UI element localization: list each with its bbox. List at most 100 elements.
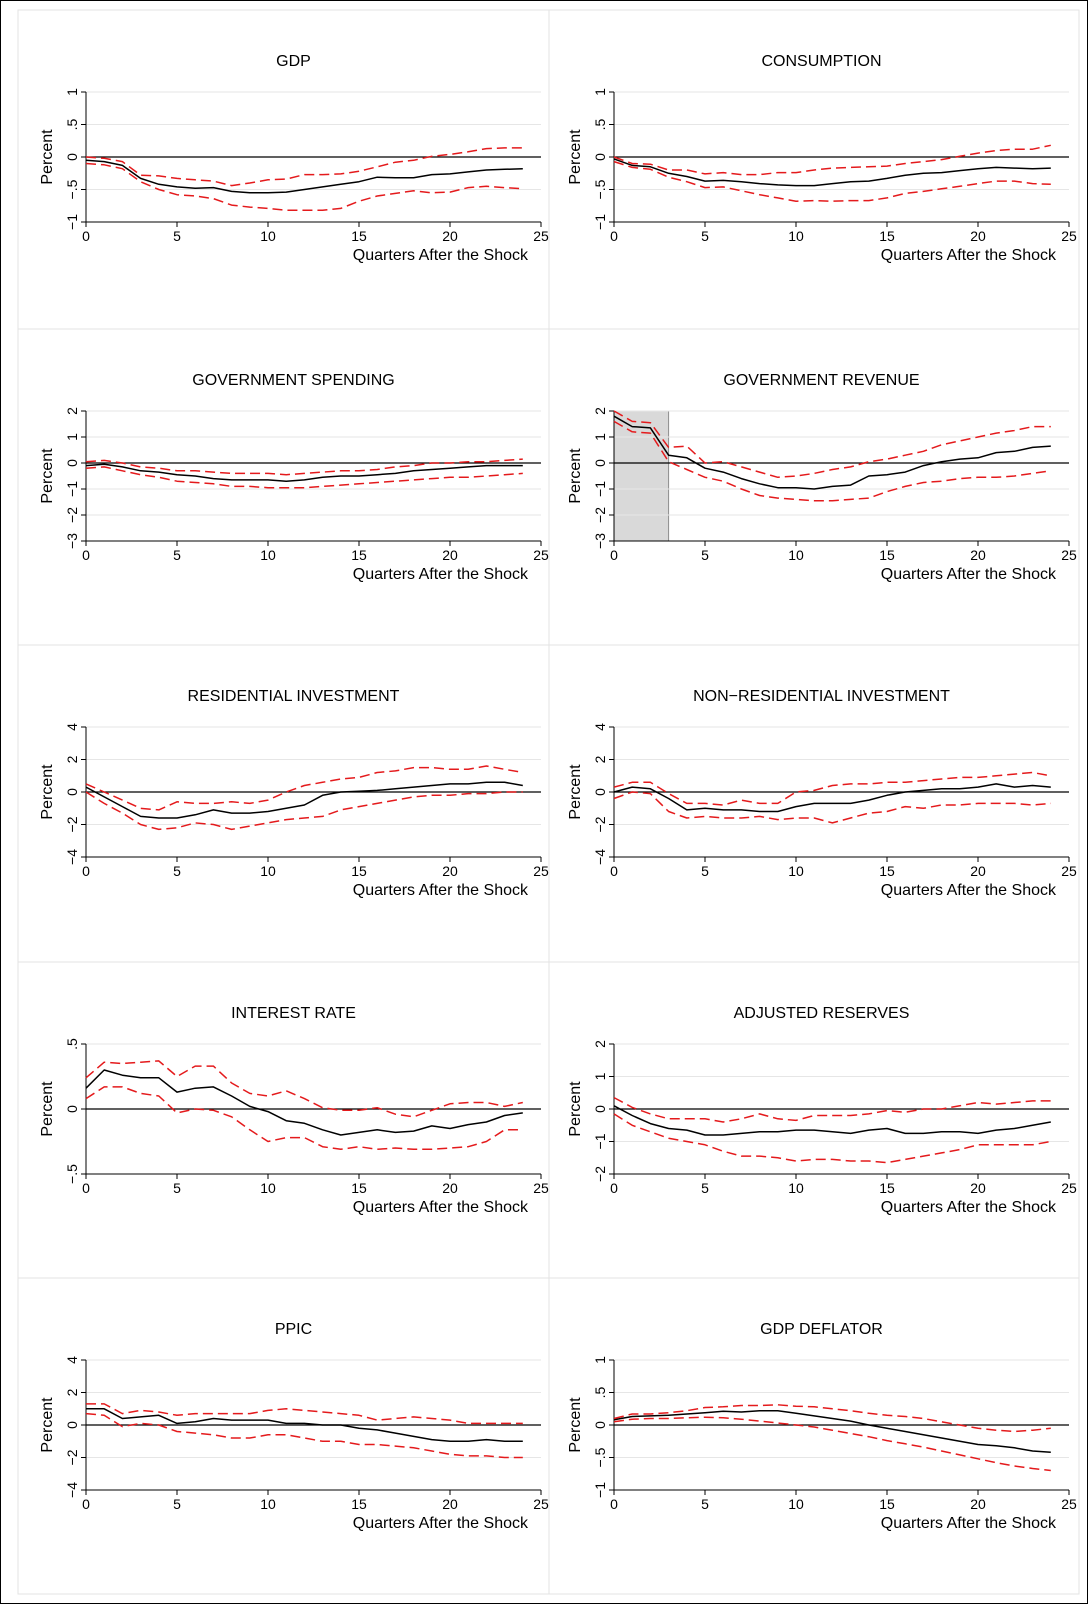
y-axis-label: Percent	[567, 764, 584, 820]
y-tick-label: 0	[592, 153, 608, 161]
confidence-band-lower-line	[613, 791, 1051, 824]
x-axis-label: Quarters After the Shock	[881, 566, 1057, 583]
confidence-band-upper-line	[85, 458, 523, 476]
impulse-response-line	[85, 463, 523, 482]
x-axis-label: Quarters After the Shock	[353, 566, 529, 583]
panel-title: GDP DEFLATOR	[760, 1321, 883, 1338]
panel-background	[548, 328, 1080, 646]
confidence-band-lower-line	[85, 791, 523, 831]
impulse-response-line	[613, 783, 1051, 813]
confidence-band-upper-line	[85, 1060, 523, 1118]
x-tick-label: 0	[82, 863, 90, 879]
x-tick-label: 5	[701, 863, 709, 879]
confidence-band-upper-line	[613, 771, 1051, 806]
y-tick-label: −2	[64, 507, 80, 523]
panel-adjusted-reserves: ADJUSTED RESERVES −2 −1 0 1 2 Percent 0 5 10 15 20 2…	[548, 961, 1080, 1279]
x-tick-label: 10	[260, 1496, 276, 1512]
x-axis-label: Quarters After the Shock	[881, 1515, 1057, 1532]
y-tick-label: −.5	[592, 179, 608, 199]
x-tick-label: 5	[701, 547, 709, 563]
y-tick-label: −3	[64, 533, 80, 549]
x-tick-label: 0	[610, 1496, 618, 1512]
x-tick-label: 15	[351, 547, 367, 563]
y-tick-label: −1	[592, 214, 608, 230]
y-tick-label: −3	[592, 533, 608, 549]
x-tick-label: 15	[351, 863, 367, 879]
y-tick-label: 0	[64, 788, 80, 796]
x-tick-label: 25	[1061, 1496, 1077, 1512]
y-axis-label: Percent	[39, 129, 56, 185]
y-tick-label: 0	[592, 1105, 608, 1113]
y-tick-label: 2	[592, 407, 608, 415]
y-tick-label: 1	[592, 1356, 608, 1364]
x-tick-label: 25	[1061, 1180, 1077, 1196]
x-tick-label: 25	[1061, 228, 1077, 244]
y-tick-label: 0	[64, 459, 80, 467]
x-tick-label: 0	[82, 1496, 90, 1512]
x-tick-label: 25	[533, 1180, 549, 1196]
x-tick-label: 5	[701, 1180, 709, 1196]
x-tick-label: 15	[879, 1496, 895, 1512]
panel-government-revenue: GOVERNMENT REVENUE −3 −2 −1 0 1 2 Percent 0 5 10 15…	[548, 328, 1080, 646]
confidence-band-upper-line	[86, 1403, 523, 1425]
y-axis-label: Percent	[39, 764, 56, 820]
confidence-band-lower-line	[613, 160, 1051, 202]
panel-background	[17, 644, 550, 963]
confidence-band-lower-line	[85, 466, 523, 489]
x-tick-label: 5	[173, 1496, 181, 1512]
y-tick-label: 4	[64, 723, 80, 731]
x-tick-label: 20	[442, 1496, 458, 1512]
y-axis-label: Percent	[567, 129, 584, 185]
x-tick-label: 25	[533, 547, 549, 563]
x-tick-label: 10	[260, 547, 276, 563]
x-tick-label: 10	[260, 228, 276, 244]
panel-background	[17, 9, 550, 330]
y-tick-label: 0	[592, 788, 608, 796]
confidence-band-lower-line	[85, 1412, 523, 1459]
y-tick-label: 1	[592, 88, 608, 96]
impulse-response-line	[613, 1409, 1051, 1454]
y-tick-label: 1	[592, 1072, 608, 1080]
confidence-band-upper-line	[613, 1096, 1051, 1123]
y-tick-label: −2	[64, 816, 80, 832]
y-tick-label: −1	[592, 1482, 608, 1498]
x-tick-label: 5	[173, 863, 181, 879]
x-tick-label: 5	[701, 1496, 709, 1512]
x-tick-label: 20	[442, 863, 458, 879]
y-tick-label: −.5	[64, 1164, 80, 1184]
y-tick-label: 2	[64, 755, 80, 763]
x-axis-label: Quarters After the Shock	[881, 1199, 1057, 1216]
y-tick-label: 0	[64, 1421, 80, 1429]
x-tick-label: 15	[879, 863, 895, 879]
panel-consumption: CONSUMPTION −1 −.5 0 .5 1 Percent 0 5 10 15 20 25Qua…	[548, 9, 1080, 330]
x-tick-label: 0	[82, 547, 90, 563]
x-tick-label: 15	[879, 228, 895, 244]
y-tick-label: 4	[64, 1356, 80, 1364]
x-tick-label: 10	[788, 1180, 804, 1196]
y-tick-label: −.5	[64, 179, 80, 199]
panel-background	[548, 1277, 1080, 1595]
confidence-band-upper-line	[613, 144, 1051, 176]
y-tick-label: 2	[64, 407, 80, 415]
panel-title: GDP	[276, 53, 311, 70]
x-tick-label: 25	[533, 863, 549, 879]
y-tick-label: .5	[592, 118, 608, 130]
x-tick-label: 0	[610, 547, 618, 563]
x-tick-label: 20	[442, 228, 458, 244]
impulse-response-line	[85, 1069, 523, 1136]
y-tick-label: 4	[592, 723, 608, 731]
x-axis-label: Quarters After the Shock	[353, 882, 529, 899]
x-tick-label: 10	[788, 547, 804, 563]
impulse-response-line	[613, 158, 1051, 187]
y-axis-label: Percent	[39, 1397, 56, 1453]
confidence-band-upper-line	[85, 147, 523, 187]
x-tick-label: 5	[173, 1180, 181, 1196]
confidence-band-lower-line	[85, 1086, 523, 1151]
y-tick-label: 1	[592, 433, 608, 441]
confidence-band-lower-line	[613, 420, 1051, 502]
x-tick-label: 20	[970, 547, 986, 563]
impulse-response-line	[613, 1105, 1051, 1136]
